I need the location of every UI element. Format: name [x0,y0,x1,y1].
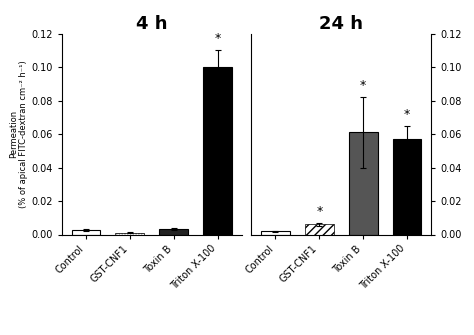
Title: 24 h: 24 h [319,15,363,34]
Text: *: * [214,32,221,45]
Text: *: * [404,108,410,121]
Bar [349,132,377,234]
Bar [393,139,421,234]
Bar [116,233,144,234]
Title: 4 h: 4 h [136,15,167,34]
Bar [203,67,232,234]
Bar [261,231,290,234]
Bar [72,230,100,234]
Text: *: * [316,205,322,218]
Bar [305,224,334,234]
Y-axis label: Permeation
(% of apical FITC-dextran cm⁻² h⁻¹): Permeation (% of apical FITC-dextran cm⁻… [9,60,28,208]
Bar [159,229,188,234]
Text: *: * [360,79,366,92]
